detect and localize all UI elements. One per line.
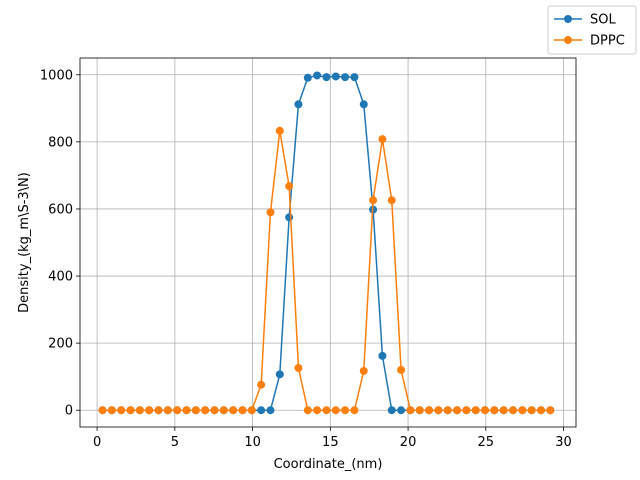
data-point [266,406,275,415]
data-point [546,406,555,415]
x-tick-label: 0 [93,435,101,450]
data-point [135,406,144,415]
series-line [102,130,551,411]
y-tick-label: 0 [65,404,73,419]
data-point [257,406,266,415]
data-point [285,182,294,191]
data-point [378,135,387,144]
y-tick-label: 400 [48,270,73,285]
series-line [102,74,551,411]
data-point [163,406,172,415]
y-axis-label: Density_(kg_m\S-3\N) [17,172,32,313]
data-point [397,365,406,374]
legend-item-dppc: DPPC [554,34,625,49]
data-point [238,406,247,415]
data-point [415,406,424,415]
data-point [285,213,294,222]
data-point [397,406,406,415]
data-point [490,406,499,415]
data-point [173,406,182,415]
data-point [406,406,415,415]
data-point [499,406,508,415]
data-point [322,73,331,82]
x-tick-label: 25 [478,435,495,450]
data-point [331,406,340,415]
series-layer [98,71,555,415]
data-point [107,406,116,415]
data-point [313,406,322,415]
data-point [247,406,256,415]
grid [80,58,576,427]
data-point [537,406,546,415]
x-tick-label: 5 [171,435,179,450]
legend: SOL DPPC [547,5,637,55]
data-point [303,406,312,415]
x-axis-ticks: 0 5 10 15 20 25 30 [93,427,572,450]
data-point [434,406,443,415]
data-point [257,380,266,389]
data-point [201,406,210,415]
data-point [453,406,462,415]
data-point [341,73,350,82]
data-point [98,406,107,415]
y-tick-label: 800 [48,135,73,150]
plot-frame [79,57,577,428]
data-point [219,406,228,415]
y-tick-label: 600 [48,202,73,217]
x-axis-label: Coordinate_(nm) [274,457,383,472]
data-point [387,196,396,205]
data-point [387,406,396,415]
data-point [275,126,284,135]
data-point [462,406,471,415]
x-tick-label: 30 [555,435,572,450]
y-tick-label: 200 [48,337,73,352]
data-point [350,73,359,82]
data-point [331,72,340,81]
data-point [350,406,359,415]
data-point [117,406,126,415]
data-point [294,363,303,372]
data-point [275,370,284,379]
data-point [313,71,322,80]
data-point [294,100,303,109]
data-point [341,406,350,415]
legend-swatch-marker [564,36,572,44]
data-point [359,366,368,375]
data-point [443,406,452,415]
data-point [425,406,434,415]
x-tick-label: 10 [244,435,261,450]
legend-swatch-marker [564,15,572,23]
x-tick-label: 20 [400,435,417,450]
data-point [229,406,238,415]
data-point [266,208,275,217]
y-tick-label: 1000 [40,68,73,83]
data-point [509,406,518,415]
data-point [126,406,135,415]
legend-label: DPPC [590,34,625,49]
data-point [378,351,387,360]
y-axis-ticks: 0 200 400 600 800 1000 [40,68,80,419]
x-tick-label: 15 [322,435,339,450]
series-dppc [98,126,555,415]
legend-item-sol: SOL [554,13,616,28]
data-point [359,100,368,109]
data-point [518,406,527,415]
data-point [527,406,536,415]
data-point [191,406,200,415]
data-point [471,406,480,415]
data-point [182,406,191,415]
legend-label: SOL [590,13,616,28]
data-point [210,406,219,415]
data-point [369,196,378,205]
data-point [322,406,331,415]
data-point [303,73,312,82]
data-point [154,406,163,415]
data-point [145,406,154,415]
data-point [481,406,490,415]
